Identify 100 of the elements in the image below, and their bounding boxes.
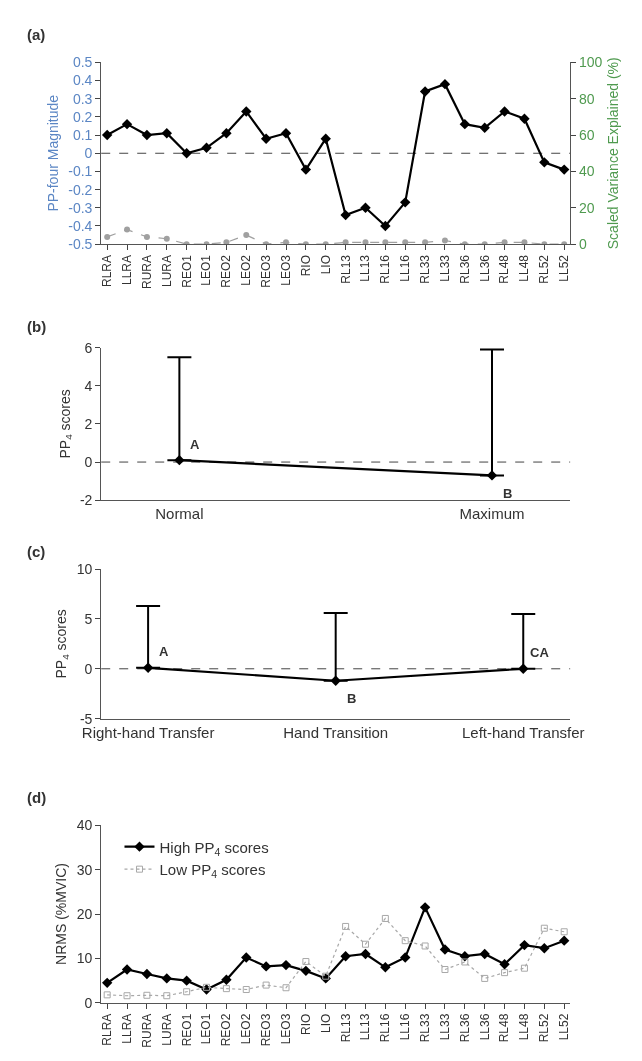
x-tick-label: RLRA — [100, 254, 115, 287]
x-tick-label: LL33 — [437, 254, 452, 282]
point — [342, 922, 350, 930]
point — [181, 975, 192, 986]
point — [558, 164, 570, 175]
annotation: CA — [530, 645, 550, 660]
x-tick-label: Maximum — [459, 505, 525, 523]
x-tick-label: REO1 — [179, 254, 194, 288]
point — [282, 984, 290, 992]
x-tick-label: LLRA — [119, 1013, 134, 1044]
x-tick-label: LEO2 — [239, 1013, 254, 1045]
y2-axis-title: Scaled Variance Explained (%) — [604, 57, 621, 250]
y-tick-label: 30 — [76, 861, 93, 878]
point — [340, 951, 351, 962]
point — [539, 157, 550, 168]
y-tick-label: 0 — [84, 453, 93, 470]
point — [302, 958, 310, 966]
x-tick-label: LIO — [318, 1013, 333, 1033]
point — [380, 220, 391, 232]
point — [499, 959, 510, 970]
annotation: B — [503, 486, 513, 501]
point — [300, 164, 312, 175]
y-tick-label: -0.5 — [68, 236, 93, 253]
point — [201, 142, 212, 153]
x-tick-label: LEO1 — [199, 1013, 214, 1045]
y-tick-label: -0.4 — [68, 217, 93, 234]
x-tick-label: REO1 — [179, 1013, 194, 1047]
x-tick-label: LL13 — [358, 254, 373, 282]
point — [101, 977, 113, 989]
point — [520, 964, 528, 972]
y2-tick-label: 100 — [578, 54, 603, 71]
point — [300, 965, 312, 977]
legend-label: Low PP$_{4}$ scores — [159, 861, 266, 881]
x-tick-label: RL48 — [497, 254, 512, 284]
point — [439, 78, 451, 90]
point — [203, 983, 211, 991]
annotation: A — [190, 437, 200, 452]
point — [381, 914, 389, 922]
point — [560, 928, 568, 936]
y-axis-title: NRMS (%MVIC) — [53, 863, 70, 965]
point — [481, 974, 489, 982]
point — [163, 992, 171, 1000]
point — [161, 128, 172, 139]
y-tick-label: 0.4 — [72, 72, 93, 89]
y-tick-label: 0.3 — [72, 90, 93, 107]
x-tick-label: RLRA — [100, 1013, 115, 1046]
y2-tick-label: 20 — [578, 199, 595, 216]
y-axis-title: PP-four Magnitude — [44, 94, 61, 212]
x-tick-label: REO2 — [219, 254, 234, 288]
x-tick-label: RL36 — [457, 1013, 472, 1043]
point — [320, 133, 331, 144]
point — [400, 952, 411, 963]
x-tick-label: RL52 — [537, 1013, 552, 1043]
x-tick-label: LL52 — [557, 1013, 572, 1041]
x-tick-label: LEO2 — [239, 254, 254, 286]
y-tick-label: 4 — [84, 377, 93, 394]
x-tick-label: RL13 — [338, 1013, 353, 1043]
chart-title: (b) — [27, 318, 47, 335]
y-tick-label: 2 — [84, 415, 93, 432]
x-tick-label: Hand Transition — [283, 723, 389, 741]
x-tick-label: LEO1 — [199, 254, 214, 286]
y-tick-label: 40 — [76, 817, 93, 834]
point — [419, 86, 431, 97]
x-tick-label: LL16 — [398, 1013, 413, 1041]
point — [479, 122, 490, 133]
x-tick-label: RURA — [139, 254, 154, 289]
point — [221, 128, 232, 139]
legend-label: High PP$_{4}$ scores — [159, 838, 269, 858]
x-tick-label: LEO3 — [278, 254, 293, 286]
point — [121, 964, 133, 975]
x-tick-label: LL33 — [437, 1013, 452, 1041]
x-tick-label: RL16 — [378, 1013, 393, 1043]
point — [330, 675, 341, 686]
point — [142, 662, 154, 673]
point — [161, 973, 172, 984]
x-tick-label: REO3 — [259, 1013, 274, 1047]
x-tick-label: LIO — [318, 254, 333, 275]
point — [262, 981, 270, 989]
x-tick-label: RL33 — [417, 1013, 432, 1043]
point — [260, 961, 272, 972]
x-tick-label: LEO3 — [278, 1013, 293, 1045]
point — [241, 952, 252, 963]
y-tick-label: 0 — [84, 994, 93, 1011]
x-tick-label: REO3 — [259, 254, 274, 288]
x-tick-label: RL48 — [497, 1013, 512, 1043]
y2-tick-label: 60 — [578, 126, 595, 143]
x-tick-label: LL48 — [517, 254, 532, 282]
point — [141, 968, 153, 980]
x-tick-label: LL36 — [477, 254, 492, 282]
point — [558, 935, 570, 946]
chart-title: (a) — [27, 26, 46, 43]
point — [280, 128, 292, 139]
point — [499, 106, 510, 117]
point — [241, 106, 252, 117]
chart-title: (d) — [27, 789, 47, 806]
point — [260, 133, 272, 144]
point — [400, 197, 411, 208]
y-tick-label: 0 — [84, 145, 93, 162]
annotation: A — [159, 644, 169, 659]
x-tick-label: Left-hand Transfer — [461, 723, 585, 741]
